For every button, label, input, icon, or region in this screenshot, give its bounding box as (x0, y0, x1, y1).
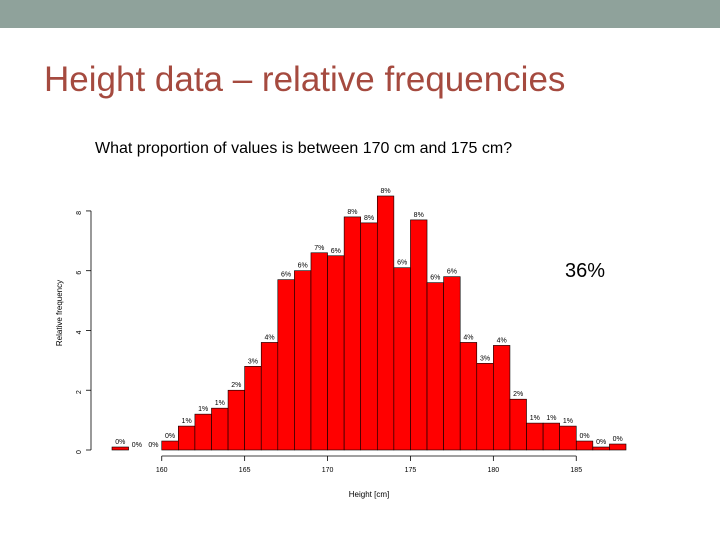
histogram-bar (476, 363, 494, 451)
top-bar (0, 0, 720, 28)
bar-value-label: 4% (463, 334, 473, 341)
histogram-bar (244, 366, 262, 451)
bar-labels: 0% 0% 0% 0% 1% 1% 1% 2% 3% 4% 6% 6% 7% 6% 8% 8% 8% 6% 8% 6%… (115, 188, 623, 449)
histogram-bar (111, 446, 129, 451)
histogram-bar (227, 389, 245, 451)
answer-text: 36% (565, 260, 606, 282)
histogram-bar (294, 270, 312, 451)
bar-value-label: 4% (264, 334, 274, 341)
bar-value-label: 3% (480, 355, 490, 362)
bar-value-label: 7% (314, 245, 324, 252)
histogram-bar (310, 252, 328, 451)
bar-value-label: 1% (563, 418, 573, 425)
bar-value-label: 6% (281, 272, 291, 279)
bar-value-label: 0% (613, 436, 623, 443)
bar-value-label: 0% (579, 433, 589, 440)
histogram-bar (459, 342, 478, 451)
histogram-bar (343, 216, 362, 451)
histogram-bar (443, 276, 461, 451)
y-tick-label: 6 (76, 271, 83, 275)
bar-value-label: 6% (447, 269, 457, 276)
histogram-bar (327, 255, 345, 451)
x-tick-label: 165 (239, 467, 251, 474)
histogram-bar (360, 222, 378, 451)
histogram-bar (509, 398, 527, 451)
bar-value-label: 6% (298, 263, 308, 270)
histogram-bar (178, 425, 196, 451)
bar-value-label: 1% (530, 415, 540, 422)
bar-value-label: 6% (397, 260, 407, 267)
bar-value-label: 8% (347, 209, 357, 216)
question-text: What proportion of values is between 170… (95, 140, 513, 157)
x-tick-label: 175 (405, 467, 417, 474)
histogram-bar (592, 446, 610, 451)
x-tick-label: 170 (322, 467, 334, 474)
y-tick-label: 8 (76, 211, 83, 215)
bar-value-label: 1% (198, 406, 208, 413)
bar-value-label: 8% (414, 212, 424, 219)
bar-value-label: 0% (165, 433, 175, 440)
histogram-bar (426, 282, 444, 451)
x-axis-label: Height [cm] (349, 490, 389, 499)
histogram-bar (161, 440, 179, 451)
histogram-bar (559, 425, 577, 451)
bar-value-label: 2% (513, 391, 523, 398)
y-tick-label: 4 (76, 330, 83, 334)
histogram-bar (277, 279, 295, 451)
slide-title: Height data – relative frequencies (44, 60, 566, 99)
histogram-bar (194, 413, 212, 451)
bar-value-label: 1% (546, 415, 556, 422)
histogram-bar (376, 195, 395, 451)
histogram-bar (542, 422, 560, 451)
bar-value-label: 1% (215, 400, 225, 407)
x-tick-label: 185 (570, 467, 582, 474)
y-axis-label: Relative frequency (55, 280, 64, 346)
histogram-bar (410, 219, 428, 451)
bar-value-label: 1% (182, 418, 192, 425)
y-tick-label: 0 (76, 450, 83, 454)
bar-value-label: 0% (148, 442, 158, 449)
y-tick-label: 2 (76, 390, 83, 394)
bar-value-label: 0% (132, 442, 142, 449)
y-axis: 0 2 4 6 8 (76, 210, 92, 454)
x-tick-label: 160 (156, 467, 168, 474)
histogram-bar (211, 407, 229, 451)
histogram-chart: 0% 0% 0% 0% 1% 1% 1% 2% 3% 4% 6% 6% 7% 6% 8% 8% 8% 6% 8% 6%… (55, 188, 627, 499)
bar-value-label: 8% (381, 188, 391, 195)
bar-value-label: 6% (331, 248, 341, 255)
histogram-bar (609, 443, 627, 451)
histogram-bar (493, 345, 511, 451)
x-axis: 160 165 170 175 180 185 (156, 455, 582, 474)
bar-value-label: 3% (248, 358, 258, 365)
bar-value-label: 8% (364, 215, 374, 222)
histogram-bar (575, 440, 594, 451)
bar-value-label: 2% (231, 382, 241, 389)
bar-value-label: 4% (497, 337, 507, 344)
histogram-bar (260, 342, 279, 451)
histogram-bar (526, 422, 544, 451)
bar-value-label: 0% (115, 439, 125, 446)
histogram-bars (111, 195, 627, 451)
histogram-bar (393, 267, 411, 451)
bar-value-label: 6% (430, 275, 440, 282)
bar-value-label: 0% (596, 439, 606, 446)
x-tick-label: 180 (488, 467, 500, 474)
